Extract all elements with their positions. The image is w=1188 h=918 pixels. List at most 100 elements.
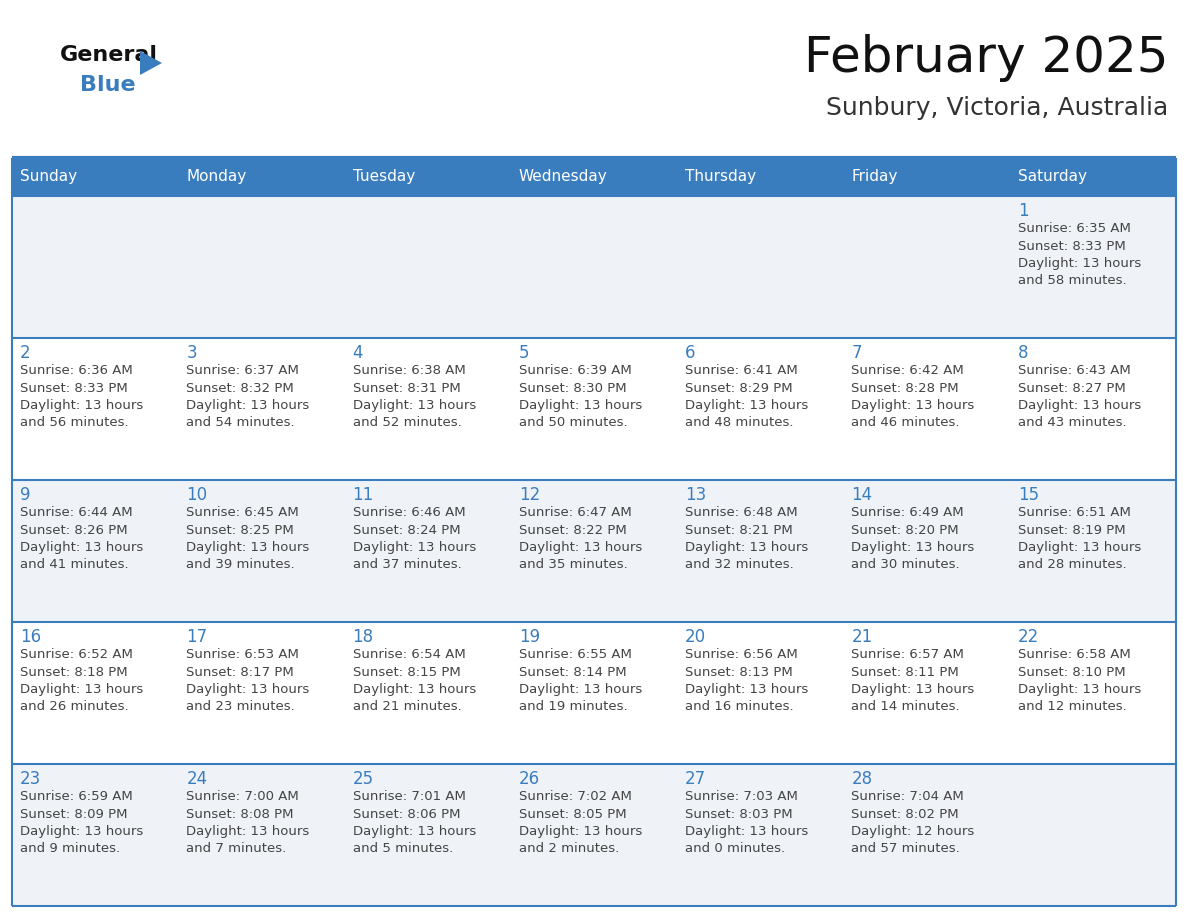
- Text: Sunrise: 6:51 AM: Sunrise: 6:51 AM: [1018, 506, 1131, 519]
- Text: Daylight: 13 hours: Daylight: 13 hours: [353, 541, 476, 554]
- Text: and 43 minutes.: and 43 minutes.: [1018, 417, 1126, 430]
- Text: Sunset: 8:33 PM: Sunset: 8:33 PM: [1018, 240, 1125, 252]
- Text: 13: 13: [685, 486, 707, 504]
- Text: Daylight: 13 hours: Daylight: 13 hours: [852, 541, 974, 554]
- Text: Sunset: 8:29 PM: Sunset: 8:29 PM: [685, 382, 792, 395]
- Bar: [12, 196, 1176, 338]
- Text: and 32 minutes.: and 32 minutes.: [685, 558, 794, 572]
- Text: and 58 minutes.: and 58 minutes.: [1018, 274, 1126, 287]
- Text: Monday: Monday: [187, 170, 247, 185]
- Text: and 30 minutes.: and 30 minutes.: [852, 558, 960, 572]
- Text: 7: 7: [852, 344, 862, 362]
- Text: Daylight: 13 hours: Daylight: 13 hours: [187, 825, 310, 838]
- Text: Sunset: 8:22 PM: Sunset: 8:22 PM: [519, 523, 626, 536]
- Text: Daylight: 13 hours: Daylight: 13 hours: [685, 683, 808, 696]
- Text: Sunset: 8:05 PM: Sunset: 8:05 PM: [519, 808, 626, 821]
- Text: and 14 minutes.: and 14 minutes.: [852, 700, 960, 713]
- Text: Daylight: 13 hours: Daylight: 13 hours: [20, 541, 144, 554]
- Text: and 52 minutes.: and 52 minutes.: [353, 417, 461, 430]
- Bar: [1010, 158, 1176, 196]
- Text: Daylight: 13 hours: Daylight: 13 hours: [1018, 399, 1140, 412]
- Text: Sunset: 8:10 PM: Sunset: 8:10 PM: [1018, 666, 1125, 678]
- Text: and 28 minutes.: and 28 minutes.: [1018, 558, 1126, 572]
- Text: 12: 12: [519, 486, 541, 504]
- Text: Daylight: 13 hours: Daylight: 13 hours: [353, 399, 476, 412]
- Text: February 2025: February 2025: [803, 34, 1168, 82]
- Text: Tuesday: Tuesday: [353, 170, 415, 185]
- Text: and 39 minutes.: and 39 minutes.: [187, 558, 295, 572]
- Text: Daylight: 13 hours: Daylight: 13 hours: [353, 683, 476, 696]
- Text: Daylight: 13 hours: Daylight: 13 hours: [519, 683, 642, 696]
- Text: Daylight: 13 hours: Daylight: 13 hours: [519, 541, 642, 554]
- Text: and 0 minutes.: and 0 minutes.: [685, 843, 785, 856]
- Text: and 23 minutes.: and 23 minutes.: [187, 700, 295, 713]
- Text: Sunset: 8:03 PM: Sunset: 8:03 PM: [685, 808, 792, 821]
- Text: Daylight: 13 hours: Daylight: 13 hours: [1018, 257, 1140, 270]
- Text: Daylight: 12 hours: Daylight: 12 hours: [852, 825, 974, 838]
- Text: Daylight: 13 hours: Daylight: 13 hours: [685, 541, 808, 554]
- Text: 26: 26: [519, 770, 541, 788]
- Text: Sunset: 8:28 PM: Sunset: 8:28 PM: [852, 382, 959, 395]
- Text: Daylight: 13 hours: Daylight: 13 hours: [20, 683, 144, 696]
- Text: Daylight: 13 hours: Daylight: 13 hours: [1018, 683, 1140, 696]
- Text: 14: 14: [852, 486, 872, 504]
- Text: and 56 minutes.: and 56 minutes.: [20, 417, 128, 430]
- Text: 25: 25: [353, 770, 374, 788]
- Text: Daylight: 13 hours: Daylight: 13 hours: [20, 825, 144, 838]
- Text: Sunrise: 7:03 AM: Sunrise: 7:03 AM: [685, 790, 798, 803]
- Text: 16: 16: [20, 628, 42, 646]
- Text: Daylight: 13 hours: Daylight: 13 hours: [353, 825, 476, 838]
- Text: and 54 minutes.: and 54 minutes.: [187, 417, 295, 430]
- Text: and 37 minutes.: and 37 minutes.: [353, 558, 461, 572]
- Text: Sunrise: 6:36 AM: Sunrise: 6:36 AM: [20, 364, 133, 377]
- Text: Sunset: 8:08 PM: Sunset: 8:08 PM: [187, 808, 293, 821]
- Text: and 57 minutes.: and 57 minutes.: [852, 843, 960, 856]
- Text: Daylight: 13 hours: Daylight: 13 hours: [852, 683, 974, 696]
- Text: and 26 minutes.: and 26 minutes.: [20, 700, 128, 713]
- Text: Sunrise: 6:52 AM: Sunrise: 6:52 AM: [20, 648, 133, 661]
- Text: Daylight: 13 hours: Daylight: 13 hours: [519, 825, 642, 838]
- Text: 10: 10: [187, 486, 208, 504]
- Text: 17: 17: [187, 628, 208, 646]
- Text: Sunset: 8:27 PM: Sunset: 8:27 PM: [1018, 382, 1125, 395]
- Text: Sunrise: 7:00 AM: Sunrise: 7:00 AM: [187, 790, 299, 803]
- Text: Sunset: 8:33 PM: Sunset: 8:33 PM: [20, 382, 128, 395]
- Text: Daylight: 13 hours: Daylight: 13 hours: [519, 399, 642, 412]
- Text: Sunrise: 7:04 AM: Sunrise: 7:04 AM: [852, 790, 965, 803]
- Text: 19: 19: [519, 628, 541, 646]
- Text: Sunset: 8:32 PM: Sunset: 8:32 PM: [187, 382, 295, 395]
- Text: 23: 23: [20, 770, 42, 788]
- Text: Sunrise: 6:44 AM: Sunrise: 6:44 AM: [20, 506, 133, 519]
- Text: Sunrise: 6:49 AM: Sunrise: 6:49 AM: [852, 506, 963, 519]
- Text: Sunrise: 6:57 AM: Sunrise: 6:57 AM: [852, 648, 965, 661]
- Text: Friday: Friday: [852, 170, 898, 185]
- Text: and 7 minutes.: and 7 minutes.: [187, 843, 286, 856]
- Bar: [12, 158, 178, 196]
- Text: Daylight: 13 hours: Daylight: 13 hours: [20, 399, 144, 412]
- Text: Sunrise: 6:56 AM: Sunrise: 6:56 AM: [685, 648, 798, 661]
- Bar: [677, 158, 843, 196]
- Bar: [178, 158, 345, 196]
- Text: 3: 3: [187, 344, 197, 362]
- Text: Blue: Blue: [80, 75, 135, 95]
- Text: Sunrise: 6:42 AM: Sunrise: 6:42 AM: [852, 364, 965, 377]
- Text: Wednesday: Wednesday: [519, 170, 607, 185]
- Bar: [345, 158, 511, 196]
- Text: Sunrise: 6:55 AM: Sunrise: 6:55 AM: [519, 648, 632, 661]
- Text: and 2 minutes.: and 2 minutes.: [519, 843, 619, 856]
- Text: Daylight: 13 hours: Daylight: 13 hours: [187, 683, 310, 696]
- Text: Sunrise: 6:43 AM: Sunrise: 6:43 AM: [1018, 364, 1131, 377]
- Text: and 48 minutes.: and 48 minutes.: [685, 417, 794, 430]
- Text: and 12 minutes.: and 12 minutes.: [1018, 700, 1126, 713]
- Text: 28: 28: [852, 770, 872, 788]
- Text: 2: 2: [20, 344, 31, 362]
- Text: Sunset: 8:17 PM: Sunset: 8:17 PM: [187, 666, 295, 678]
- Text: 15: 15: [1018, 486, 1038, 504]
- Text: Sunset: 8:18 PM: Sunset: 8:18 PM: [20, 666, 127, 678]
- Text: Daylight: 13 hours: Daylight: 13 hours: [685, 825, 808, 838]
- Text: and 9 minutes.: and 9 minutes.: [20, 843, 120, 856]
- Text: Sunday: Sunday: [20, 170, 77, 185]
- Text: 11: 11: [353, 486, 374, 504]
- Text: Sunrise: 6:37 AM: Sunrise: 6:37 AM: [187, 364, 299, 377]
- Text: Sunrise: 6:39 AM: Sunrise: 6:39 AM: [519, 364, 632, 377]
